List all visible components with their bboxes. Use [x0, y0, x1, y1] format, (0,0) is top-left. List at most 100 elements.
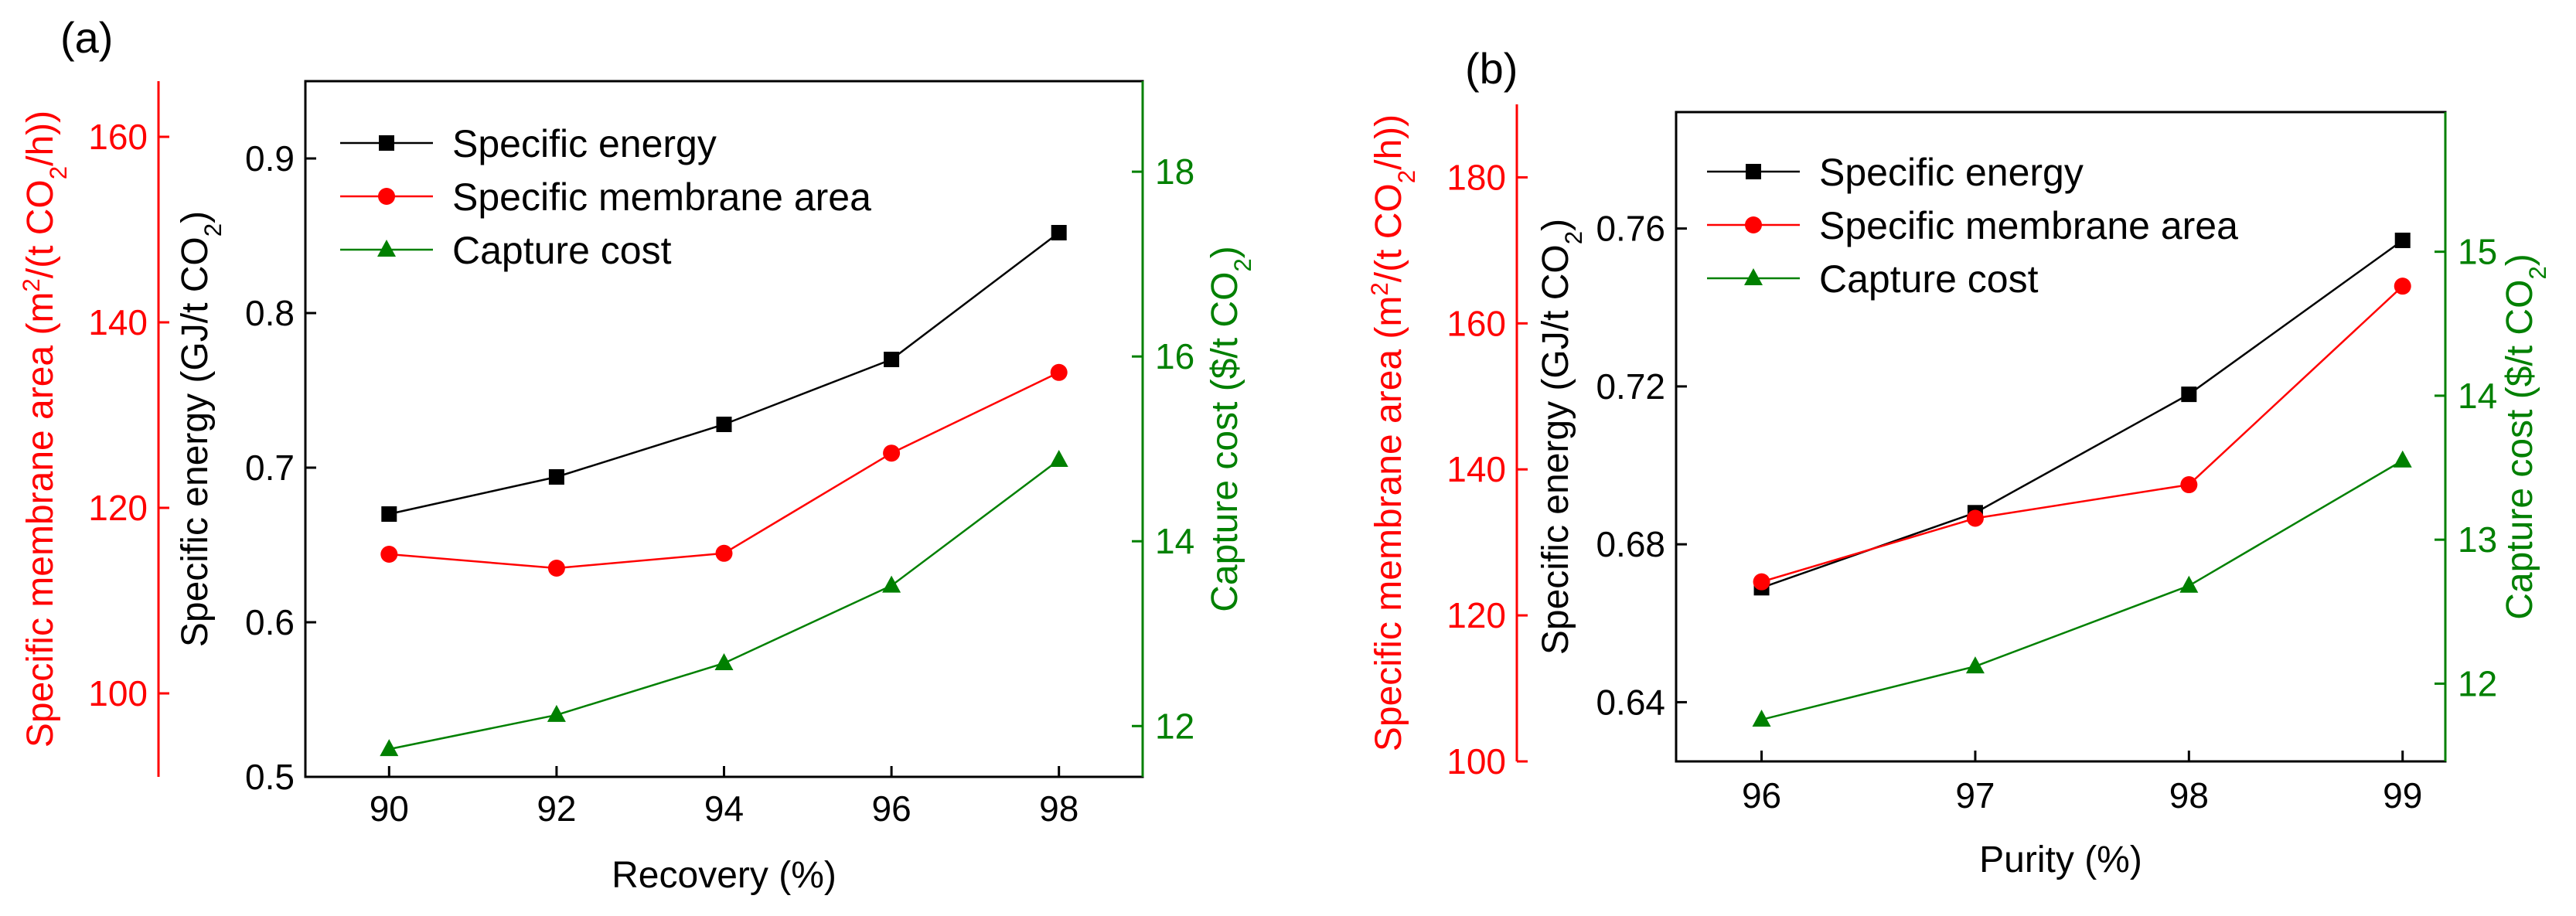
series-triangle	[1752, 450, 2412, 727]
data-point	[548, 469, 564, 485]
outer-left-axis-title: Specific membrane area (m2/(t CO2/h))	[1366, 114, 1420, 751]
left-axis-tick-label: 0.7	[245, 448, 295, 488]
data-point	[716, 417, 732, 432]
label-text: CO	[1205, 272, 1245, 328]
series-triangle	[380, 450, 1068, 757]
series-line	[389, 371, 1060, 570]
data-point	[547, 560, 565, 577]
legend-label: Capture cost	[1819, 257, 2039, 301]
superscript: 2	[18, 278, 45, 291]
outer-left-axis-title: Specific membrane area (m2/(t CO2/h))	[18, 111, 72, 747]
series-line	[1761, 459, 2404, 721]
left-axis-title: Specific energy (GJ/t CO2)	[175, 211, 227, 647]
subscript: 2	[1393, 170, 1420, 183]
data-point	[1966, 509, 1984, 527]
x-axis-title: Purity (%)	[1979, 839, 2142, 880]
data-point	[1752, 709, 1771, 727]
data-point	[2180, 476, 2198, 494]
legend-label: Specific energy	[452, 122, 717, 165]
subscript: 2	[1229, 258, 1256, 271]
outer-left-axis-tick-label: 100	[1446, 741, 1506, 781]
label-text: Specific energy (GJ/t	[1535, 300, 1576, 655]
label-text: /h))	[1368, 114, 1409, 170]
label-text: Specific membrane area (	[20, 323, 61, 748]
x-tick-label: 90	[370, 788, 409, 829]
label-text: CO	[1535, 244, 1576, 300]
data-point	[2179, 575, 2199, 593]
data-point	[380, 739, 399, 757]
left-axis-title: Specific energy (GJ/t CO2)	[1535, 219, 1587, 655]
data-point	[1965, 656, 1985, 674]
data-point	[714, 652, 734, 670]
subscript: 2	[1560, 231, 1587, 244]
left-axis-tick-label: 0.68	[1596, 524, 1665, 564]
series-square	[381, 225, 1067, 522]
legend-marker	[1746, 164, 1761, 179]
series-line	[389, 459, 1060, 751]
series-line	[1761, 285, 2404, 583]
label-text: CO	[2499, 280, 2540, 335]
legend: Specific energy Specific membrane area Cap…	[340, 122, 871, 272]
label-text: )	[175, 211, 216, 223]
label-text: CO	[175, 237, 216, 292]
outer-left-axis-tick-label: 160	[1446, 303, 1506, 343]
legend-label: Capture cost	[452, 229, 672, 272]
legend-marker	[377, 240, 396, 257]
left-axis-tick-label: 0.8	[245, 293, 295, 333]
right-axis-tick-label: 18	[1155, 152, 1194, 192]
x-tick-label: 99	[2383, 775, 2422, 816]
label-text: )	[2499, 254, 2540, 266]
outer-left-axis-tick-label: 120	[88, 488, 148, 528]
x-tick-label: 96	[1742, 775, 1781, 816]
outer-left-axis-tick-label: 120	[1446, 595, 1506, 635]
right-axis-tick-label: 13	[2458, 519, 2497, 560]
label-text: /h))	[20, 111, 61, 166]
left-axis-tick-label: 0.76	[1596, 209, 1665, 249]
label-text: CO	[20, 179, 61, 235]
outer-left-axis-tick-label: 140	[1446, 449, 1506, 489]
data-point	[2181, 386, 2197, 403]
label-text: m	[1368, 296, 1409, 327]
data-point	[2394, 232, 2411, 248]
data-point	[1049, 450, 1068, 468]
label-text: m	[20, 292, 61, 323]
legend-marker	[378, 188, 395, 205]
left-axis-tick-label: 0.9	[245, 138, 295, 179]
outer-left-axis-tick-label: 100	[88, 673, 148, 713]
data-point	[1753, 573, 1770, 591]
subscript: 2	[45, 166, 72, 179]
data-point	[380, 546, 398, 563]
x-tick-label: 97	[1955, 775, 1995, 816]
outer-left-axis-tick-label: 140	[88, 302, 148, 342]
outer-left-axis-tick-label: 160	[88, 117, 148, 157]
right-axis-tick-label: 12	[1155, 706, 1194, 746]
series-circle	[1753, 278, 2411, 591]
data-point	[882, 575, 901, 593]
data-point	[884, 352, 900, 367]
data-point	[2394, 278, 2411, 295]
data-point	[381, 506, 397, 522]
x-axis-title: Recovery (%)	[612, 855, 837, 896]
left-axis-tick-label: 0.6	[245, 602, 295, 642]
legend-label: Specific membrane area	[452, 175, 871, 219]
x-tick-label: 92	[537, 788, 576, 829]
right-axis-title: Capture cost ($/t CO2)	[1205, 246, 1256, 612]
data-point	[547, 704, 566, 722]
right-axis-tick-label: 14	[1155, 521, 1194, 561]
label-text: Capture cost ($/t	[1205, 328, 1245, 612]
label-text: Specific energy (GJ/t	[175, 292, 216, 647]
label-text: Specific membrane area (	[1368, 327, 1409, 752]
panel-label: (b)	[1465, 44, 1518, 93]
series-circle	[380, 363, 1068, 577]
right-axis-tick-label: 16	[1155, 336, 1194, 376]
label-text: /(t	[20, 235, 61, 278]
left-axis-tick-label: 0.64	[1596, 682, 1665, 722]
label-text: /(t	[1368, 239, 1409, 282]
data-point	[1051, 225, 1067, 240]
panel-label: (a)	[60, 13, 113, 62]
outer-left-axis-tick-label: 180	[1446, 157, 1506, 197]
chart-panel-a: (a) 90 92 94 96 98 Recovery (%) 0.5 0.6 0.7 0.8 0.9…	[18, 13, 1256, 896]
left-axis-tick-label: 0.5	[245, 757, 295, 797]
